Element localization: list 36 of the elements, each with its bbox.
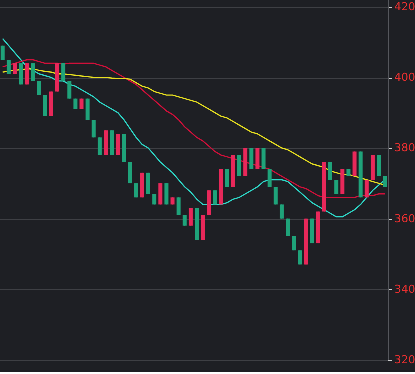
candlestick <box>92 120 96 138</box>
candlestick <box>364 180 369 198</box>
candlestick <box>158 183 163 206</box>
candlestick <box>250 148 254 170</box>
candlestick <box>274 186 278 206</box>
candlestick <box>134 183 138 198</box>
y-tick-label: 320 <box>394 354 415 366</box>
candlestick <box>298 250 302 266</box>
y-tick-label: 420 <box>394 0 415 14</box>
candlestick <box>256 148 260 170</box>
y-tick-label: 400 <box>394 71 415 84</box>
candlestick <box>19 63 24 86</box>
line-series <box>2 68 386 186</box>
candlestick <box>213 190 218 206</box>
candlestick <box>98 137 102 156</box>
y-tick-label: 340 <box>394 282 415 296</box>
candlestick <box>176 197 181 216</box>
candlestick <box>377 154 382 177</box>
candlestick <box>62 63 66 82</box>
y-tick-label: 380 <box>394 142 415 155</box>
y-tick-label: 360 <box>394 212 415 226</box>
candlestick <box>164 183 169 206</box>
candlestick <box>334 180 339 195</box>
candlestick <box>31 63 36 82</box>
candlestick <box>43 94 48 117</box>
line-series <box>2 38 386 218</box>
candlestick <box>188 208 193 226</box>
candlestick <box>286 218 290 237</box>
candlestick <box>37 80 42 96</box>
candlestick <box>6 60 11 75</box>
candlestick <box>116 134 120 156</box>
candlestick <box>262 148 266 170</box>
candlestick <box>25 63 30 86</box>
line-series <box>2 59 386 198</box>
candlestick <box>68 80 72 100</box>
candlestick <box>280 204 284 220</box>
